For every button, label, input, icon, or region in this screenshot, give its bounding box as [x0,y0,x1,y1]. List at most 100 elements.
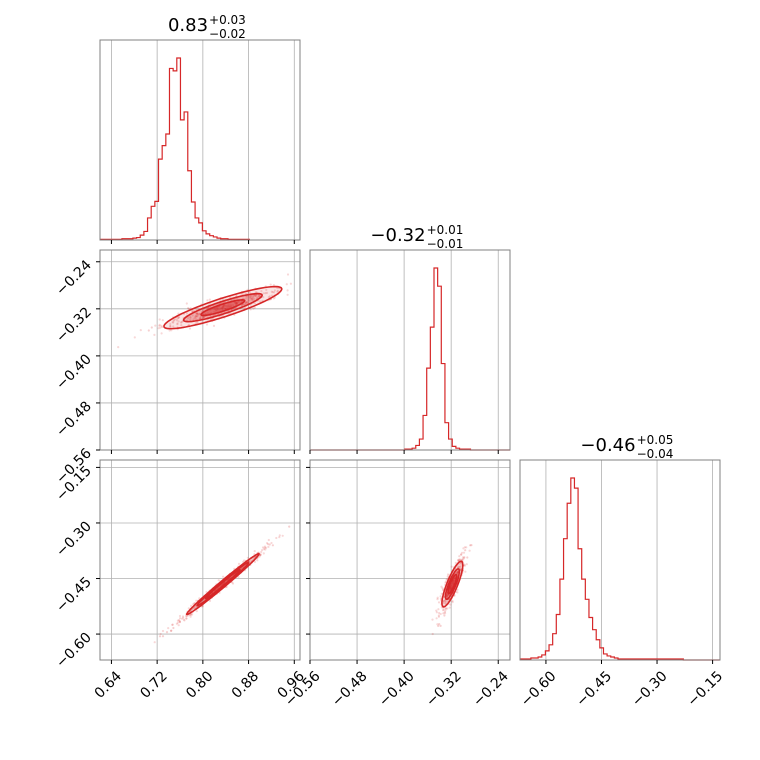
sample-point [177,312,180,315]
sample-point [150,326,153,329]
sample-point [276,290,279,293]
density-contour [204,568,241,600]
sample-point [196,312,199,315]
sample-point [187,307,190,310]
sample-point [306,278,308,280]
sample-point [442,608,445,611]
sample-point [252,297,255,300]
panel-frame [309,459,511,661]
density-fill [201,299,245,316]
sample-point [262,296,265,299]
x-tick-label: −0.24 [470,668,512,710]
sample-point [259,554,262,557]
sample-point [168,329,171,332]
sample-point [267,545,270,549]
sample-point [256,559,259,562]
sample-point [202,316,205,319]
sample-point [440,592,443,595]
sample-point [187,323,190,326]
y-tick-label: −0.40 [53,351,95,393]
sample-point [459,565,462,568]
sample-point [270,294,274,297]
sample-point [180,617,184,620]
sample-point [446,575,449,578]
sample-point [199,316,202,319]
sample-point [191,613,194,616]
sample-point [458,555,461,558]
panel-frame [309,249,511,451]
y-tick-label: −0.60 [53,630,95,672]
title-upper-error: +0.03 [209,13,246,27]
sample-point [182,616,185,619]
sample-point [194,315,197,318]
sample-point [133,336,136,339]
sample-point [444,580,447,583]
sample-point [315,279,317,281]
sample-point [177,624,180,627]
sample-point [198,312,201,316]
sample-point [178,620,181,624]
sample-point [444,607,447,610]
sample-point [461,556,464,559]
sample-point [445,594,449,597]
sample-point [457,566,460,569]
sample-point [169,629,173,633]
sample-point [468,549,471,552]
sample-point [269,283,272,286]
sample-point [248,291,251,294]
sample-point [198,597,201,600]
sample-point [206,299,209,302]
sample-point [158,323,161,326]
sample-point [176,621,179,624]
sample-point [463,556,466,559]
sample-point [199,317,202,320]
sample-point [259,553,262,556]
sample-point [251,295,255,299]
sample-point [198,312,201,316]
joint-panel-1: 0.64 0.72 0.80 0.88 0.96−0.60−0.45−0.30−0.15 [53,459,308,702]
sample-point [222,575,225,578]
sample-point [180,321,183,324]
marginal-histogram-0: 0.83 +0.03−0.02 [99,13,301,244]
sample-point [189,316,192,319]
sample-point [147,329,150,332]
sample-point [139,329,142,332]
marginal-histogram-1: −0.32 +0.01−0.01 [309,223,511,454]
sample-point [263,546,266,549]
sample-point [263,548,266,551]
panel-frame [519,459,721,661]
sample-point [172,325,175,328]
sample-point [267,538,270,542]
marginal-histogram-2: −0.60 −0.45 −0.30 −0.15 −0.46 +0.05−0.04 [518,433,726,710]
sample-point [250,296,253,299]
sample-point [153,333,156,336]
sample-point [262,292,265,295]
sample-point [253,550,256,553]
marginal-title: −0.46 [580,435,635,456]
sample-point [248,299,251,302]
sample-point [170,629,173,632]
sample-point [439,624,442,628]
title-upper-error: +0.05 [637,433,674,447]
sample-point [157,327,160,330]
sample-point [183,619,186,622]
sample-point [178,620,181,623]
sample-point [444,601,448,604]
sample-point [180,324,183,327]
sample-point [187,307,190,310]
sample-point [463,563,466,566]
sample-point [264,292,267,295]
sample-point [456,571,459,574]
sample-point [246,297,249,300]
sample-point [176,317,179,320]
sample-point [256,296,259,299]
sample-point [177,316,181,319]
sample-point [179,617,182,620]
sample-point [171,321,174,324]
sample-point [242,560,245,563]
sample-point [178,614,182,618]
sample-point [194,317,197,320]
sample-point [170,329,173,332]
sample-point [463,564,466,567]
x-tick-label: 0.72 [137,668,170,701]
